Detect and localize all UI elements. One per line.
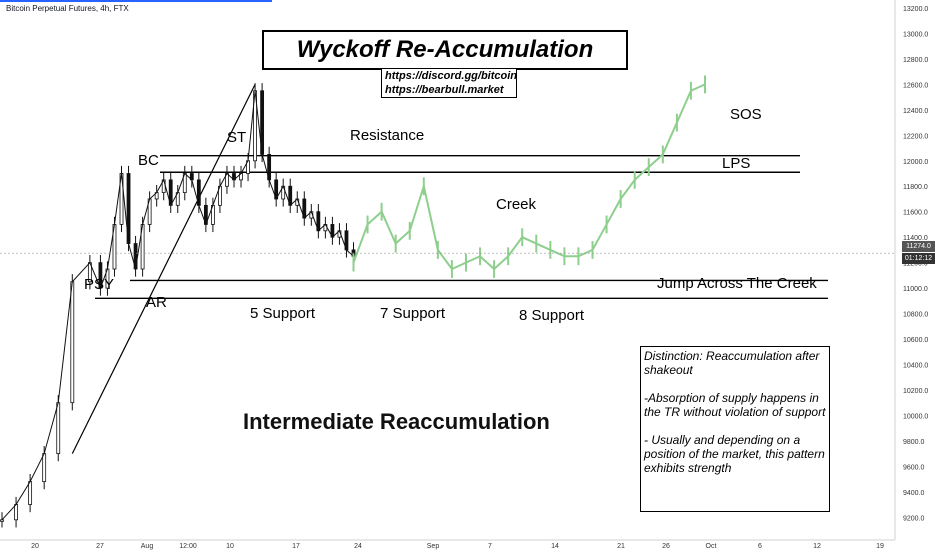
x-tick-label: 17: [292, 543, 300, 550]
x-tick-label: 7: [488, 543, 492, 550]
note-line-2: -Absorption of supply happens in the TR …: [644, 391, 826, 419]
x-tick-label: 26: [662, 543, 670, 550]
y-tick-label: 10200.0: [903, 388, 928, 395]
x-tick-label: 21: [617, 543, 625, 550]
y-tick-label: 12800.0: [903, 57, 928, 64]
y-tick-label: 9400.0: [903, 490, 925, 497]
x-tick-label: 20: [31, 543, 39, 550]
y-tick-label: 11000.0: [903, 286, 928, 293]
label-sos: SOS: [730, 106, 762, 123]
x-tick-label: 6: [758, 543, 762, 550]
x-tick-label: 10: [226, 543, 234, 550]
candle-body: [28, 481, 33, 505]
y-tick-label: 11600.0: [903, 210, 928, 217]
label-7-support: 7 Support: [380, 305, 446, 322]
candle-body: [56, 402, 61, 455]
label-creek: Creek: [496, 196, 537, 213]
y-tick-label: 10600.0: [903, 337, 928, 344]
note-line-1: Distinction: Reaccumulation after shakeo…: [644, 349, 820, 377]
y-tick-label: 12600.0: [903, 82, 928, 89]
label-st: ST: [227, 129, 247, 146]
label-psy: PSY: [84, 276, 115, 293]
candle-body: [42, 453, 47, 483]
x-tick-label: Aug: [141, 543, 154, 550]
y-tick-label: 12200.0: [903, 133, 928, 140]
candle-body: [0, 519, 4, 522]
y-tick-label: 10800.0: [903, 312, 928, 319]
label-jump-across-creek: Jump Across The Creek: [657, 275, 817, 292]
y-tick-label: 10000.0: [903, 413, 928, 420]
y-tick-label: 9200.0: [903, 515, 925, 522]
price-line-projection: [352, 83, 706, 271]
note-box: Distinction: Reaccumulation after shakeo…: [640, 346, 830, 512]
x-tick-label: 19: [876, 543, 884, 550]
y-tick-label: 9800.0: [903, 439, 925, 446]
last-price-badge: 11274.0: [902, 241, 935, 252]
link-discord[interactable]: https://discord.gg/bitcoin: [385, 70, 517, 82]
timer-badge: 01:12:12: [902, 253, 935, 264]
y-tick-label: 13200.0: [903, 6, 928, 13]
candle-body: [14, 504, 18, 521]
note-line-3: - Usually and depending on a position of…: [644, 433, 825, 475]
x-tick-label: Sep: [427, 543, 440, 550]
links-box: https://discord.gg/bitcoin https://bearb…: [381, 68, 517, 98]
y-tick-label: 11800.0: [903, 184, 928, 191]
y-tick-label: 13000.0: [903, 31, 928, 38]
y-tick-label: 11400.0: [903, 235, 928, 242]
x-tick-label: 12: [813, 543, 821, 550]
label-ar: AR: [146, 294, 167, 311]
x-tick-label: 27: [96, 543, 104, 550]
x-tick-label: Oct: [706, 543, 717, 550]
y-tick-label: 12400.0: [903, 108, 928, 115]
candle-body: [70, 281, 75, 404]
label-bc: BC: [138, 152, 159, 169]
y-tick-label: 12000.0: [903, 159, 928, 166]
chart-title: Wyckoff Re-Accumulation Schematic: [262, 30, 628, 99]
y-tick-label: 10400.0: [903, 362, 928, 369]
price-line-history: [1, 90, 354, 521]
symbol-label: Bitcoin Perpetual Futures, 4h, FTX: [6, 4, 129, 13]
label-lps: LPS: [722, 155, 751, 172]
label-8-support: 8 Support: [519, 307, 585, 324]
trend-line: [71, 84, 256, 454]
link-bearbull[interactable]: https://bearbull.market: [385, 84, 504, 96]
x-tick-label: 24: [354, 543, 362, 550]
label-intermediate-reaccumulation: Intermediate Reaccumulation: [243, 409, 550, 434]
x-tick-label: 12:00: [179, 543, 197, 550]
x-tick-label: 14: [551, 543, 559, 550]
accent-bar: [0, 0, 272, 2]
label-5-support: 5 Support: [250, 305, 316, 322]
y-tick-label: 9600.0: [903, 464, 925, 471]
label-resistance: Resistance: [350, 127, 425, 144]
y-tick-label: 11200.0: [903, 261, 928, 268]
